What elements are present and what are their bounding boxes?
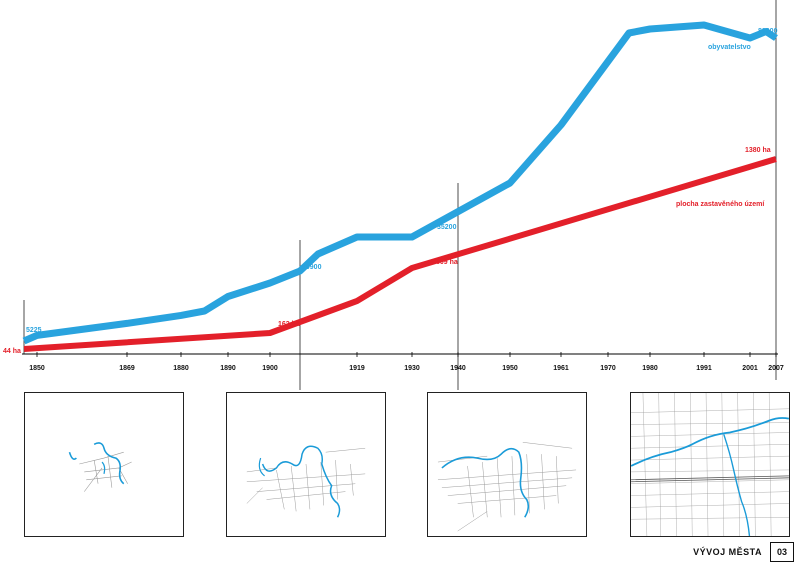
page-section-title: VÝVOJ MĚSTA	[693, 547, 762, 557]
data-label-1-1: 162 ha	[278, 321, 300, 328]
town-plan-1940	[437, 442, 577, 532]
data-label-0-3: 89000	[758, 28, 778, 35]
series-name-label-0: obyvatelstvo	[708, 44, 751, 51]
town-plan-1850	[68, 442, 132, 492]
series-name-label-1: plocha zastavěného území	[676, 201, 765, 208]
x-tick-label-1930: 1930	[404, 365, 420, 372]
series-line-0	[22, 21, 778, 345]
x-tick-label-1880: 1880	[173, 365, 189, 372]
map-2007	[630, 392, 790, 537]
history-chart: 1850 1869 1880 1890 1900 1919 1930 1940 1950 1961…	[3, 0, 784, 390]
data-label-1-0: 44 ha	[3, 348, 21, 355]
town-plan-1900	[246, 445, 366, 518]
x-tick-label-1961: 1961	[553, 365, 569, 372]
map-1850	[24, 392, 184, 537]
x-tick-label-1900: 1900	[262, 365, 278, 372]
x-tick-label-2007: 2007	[768, 365, 784, 372]
data-label-1-3: 1380 ha	[745, 147, 771, 154]
map-1900	[226, 392, 386, 537]
x-tick-label-2001: 2001	[742, 365, 758, 372]
data-label-1-2: 609 ha	[436, 259, 458, 266]
x-tick-label-1991: 1991	[696, 365, 712, 372]
series-line-1	[23, 156, 777, 352]
x-tick-label-1940: 1940	[450, 365, 466, 372]
x-tick-label-1980: 1980	[642, 365, 658, 372]
x-tick-label-1970: 1970	[600, 365, 616, 372]
town-plan-2007	[631, 393, 789, 536]
data-label-0-2: 35200	[437, 224, 457, 231]
x-tick-label-1869: 1869	[119, 365, 135, 372]
x-tick-label-1890: 1890	[220, 365, 236, 372]
x-tick-label-1919: 1919	[349, 365, 365, 372]
page-number: 03	[770, 542, 794, 562]
map-1940	[427, 392, 587, 537]
x-tick-label-1950: 1950	[502, 365, 518, 372]
x-tick-label-1850: 1850	[29, 365, 45, 372]
data-label-0-1: 19900	[302, 264, 322, 271]
data-label-0-0: 5225	[26, 327, 42, 334]
